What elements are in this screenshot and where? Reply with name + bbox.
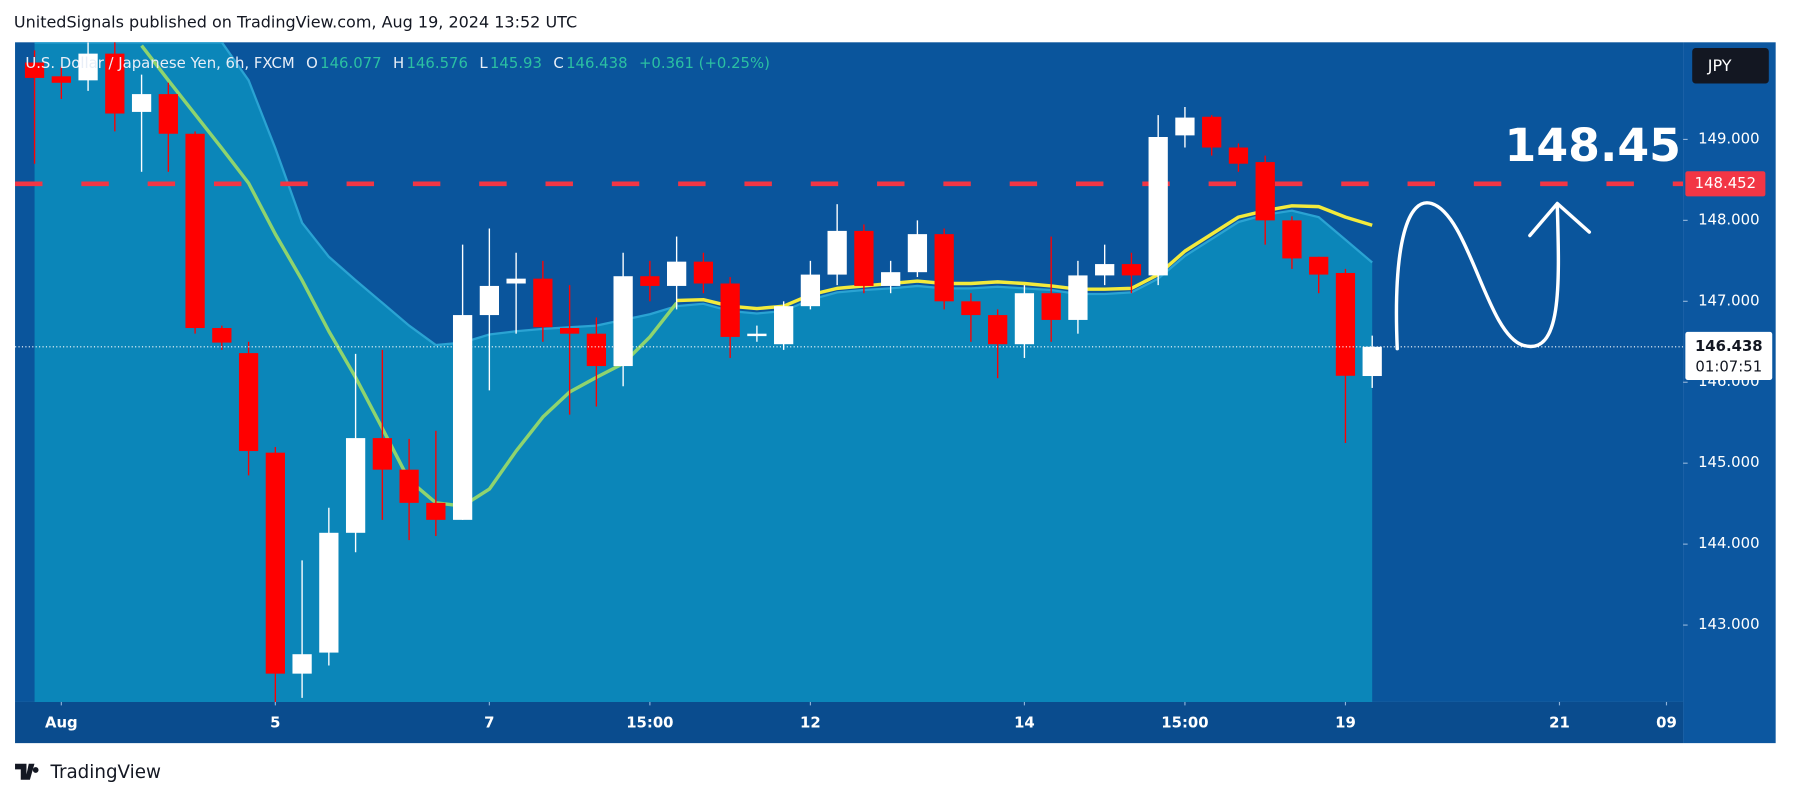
candle-body — [319, 532, 339, 653]
candle-body — [881, 272, 901, 286]
candle-body — [1228, 147, 1249, 164]
x-tick-label: 5 — [270, 714, 280, 732]
candle-body — [586, 333, 607, 367]
candle-body — [961, 301, 981, 316]
x-tick-label: 15:00 — [626, 714, 673, 732]
candle-body — [292, 654, 312, 674]
candle-body — [506, 278, 526, 284]
countdown: 01:07:51 — [1695, 357, 1762, 375]
y-tick-label: 144.000 — [1698, 534, 1759, 552]
x-tick-label: 14 — [1014, 714, 1035, 732]
x-tick-label: 21 — [1549, 714, 1570, 732]
candle-body — [479, 285, 499, 316]
currency-label[interactable]: JPY — [1707, 56, 1732, 75]
candle-body — [24, 62, 45, 78]
candle-body — [988, 315, 1008, 345]
plot — [15, 42, 1684, 702]
candle-body — [105, 53, 125, 114]
time-axis — [15, 701, 1684, 744]
x-tick-label: 15:00 — [1161, 714, 1208, 732]
legend-title: U.S. Dollar / Japanese Yen, 6h, FXCM — [25, 54, 294, 72]
legend-key: L — [479, 54, 488, 72]
y-tick-label: 149.000 — [1698, 129, 1759, 147]
candle-body — [452, 315, 473, 520]
candle-body — [720, 283, 740, 337]
footer: TradingView — [49, 762, 161, 783]
y-tick-label: 143.000 — [1698, 615, 1759, 633]
candle-body — [1255, 162, 1275, 221]
candle-body — [907, 234, 928, 273]
candle-body — [212, 328, 232, 343]
hand-drawn-arrow — [1394, 201, 1592, 351]
candle-body — [934, 234, 954, 302]
last-price-box — [1685, 331, 1773, 380]
candle-body — [372, 438, 392, 470]
candle-body — [265, 452, 285, 674]
candle-body — [533, 278, 553, 328]
legend-key: C — [553, 54, 563, 72]
area-line — [34, 42, 1373, 347]
price-axis — [1683, 42, 1776, 744]
candle-body — [78, 53, 98, 81]
y-tick-label: 147.000 — [1698, 291, 1759, 309]
candle-body — [800, 274, 821, 307]
candle-body — [774, 306, 794, 345]
legend-value: 146.438 — [566, 54, 627, 72]
x-tick-label: 19 — [1335, 714, 1356, 732]
candle-body — [1335, 272, 1356, 376]
candle-body — [1148, 137, 1168, 276]
candle-body — [827, 230, 847, 275]
legend-value: 146.576 — [407, 54, 468, 72]
legend: U.S. Dollar / Japanese Yen, 6h, FXCM O 146… — [25, 54, 770, 72]
header: UnitedSignals published on TradingView.c… — [14, 12, 577, 31]
candle-body — [667, 261, 687, 286]
legend-key: H — [393, 54, 404, 72]
legend-value: 145.93 — [490, 54, 542, 72]
candle-body — [693, 261, 714, 284]
candle-body — [426, 502, 446, 520]
area — [34, 42, 1373, 702]
candle-body — [854, 230, 874, 286]
candle-body — [640, 276, 660, 286]
level-label: 148.452 — [1695, 174, 1756, 192]
legend-value: 146.077 — [320, 54, 381, 72]
x-tick-label: Aug — [45, 714, 78, 732]
legend-key: O — [306, 54, 318, 72]
level-label-box — [1685, 171, 1766, 197]
last-price-label: 146.438 — [1695, 337, 1763, 355]
candle-body — [1068, 275, 1088, 320]
logo: TradingView — [15, 762, 161, 783]
candle-body — [1282, 220, 1302, 259]
candle-body — [613, 276, 633, 367]
logo-mark — [15, 763, 39, 780]
candle-body — [1014, 293, 1035, 345]
candle-body — [51, 76, 71, 83]
candle-body — [158, 94, 178, 134]
annotation: 148.45 — [1505, 119, 1681, 172]
x-tick-label: 12 — [800, 714, 821, 732]
candle-body — [1362, 346, 1382, 377]
overlay: 143.000144.000145.000146.000147.000148.0… — [25, 54, 1773, 732]
x-tick-label: 09 — [1656, 714, 1677, 732]
currency-button[interactable] — [1692, 48, 1769, 84]
candle-body — [1309, 256, 1329, 275]
candle-body — [345, 438, 366, 533]
candle-body — [1202, 116, 1222, 148]
candle-body — [1121, 264, 1142, 276]
candle-body — [185, 133, 205, 329]
candle-body — [1041, 293, 1061, 320]
x-tick-label: 7 — [484, 714, 494, 732]
candle-body — [399, 469, 419, 503]
candle-body — [131, 94, 152, 112]
candle-body — [238, 353, 259, 452]
legend-change: +0.361 (+0.25%) — [639, 54, 770, 72]
y-tick-label: 145.000 — [1698, 453, 1759, 471]
candle-body — [1095, 264, 1115, 276]
candle-body — [559, 328, 580, 334]
candle-body — [1175, 117, 1195, 136]
y-tick-label: 148.000 — [1698, 210, 1759, 228]
candle-body — [747, 333, 767, 337]
